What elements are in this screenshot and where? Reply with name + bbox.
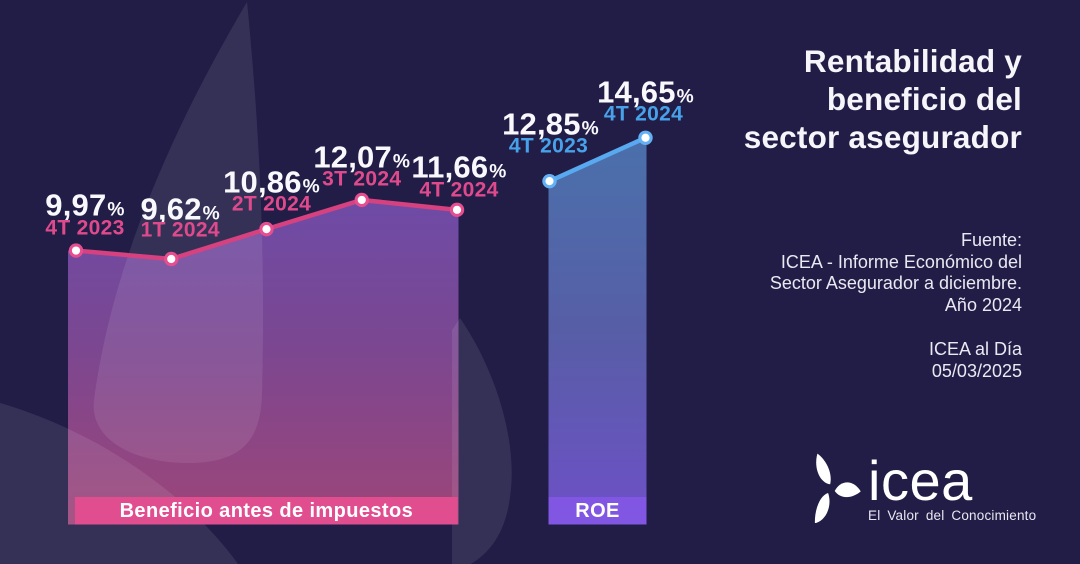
value-number: 10,86 bbox=[223, 164, 302, 200]
data-point-value-label: 9,62% bbox=[141, 194, 220, 225]
legend-bar-roe bbox=[548, 497, 647, 525]
value-number: 12,07 bbox=[313, 139, 392, 175]
data-point-dot-core bbox=[71, 246, 81, 255]
data-point-quarter-label: 1T 2024 bbox=[140, 218, 220, 242]
icea-logo: icea El Valor del Conocimiento bbox=[801, 447, 1036, 528]
icea-trefoil-icon bbox=[801, 447, 861, 528]
legend-label-roe: ROE bbox=[575, 499, 620, 522]
source-text: Fuente: ICEA - Informe Económico del Sec… bbox=[769, 230, 1022, 315]
data-point-quarter-label: 4T 2023 bbox=[45, 216, 125, 240]
data-point-quarter-label: 2T 2024 bbox=[231, 192, 312, 216]
data-point-dot-core bbox=[262, 225, 271, 234]
percent-sign: % bbox=[676, 86, 694, 108]
percent-sign: % bbox=[302, 176, 320, 198]
data-point-value-label: 11,66% bbox=[411, 151, 506, 182]
value-number: 14,65 bbox=[597, 74, 676, 110]
data-point-dot-core bbox=[545, 177, 554, 186]
data-point-value-label: 12,85% bbox=[502, 109, 599, 140]
icea-logo-text: icea El Valor del Conocimiento bbox=[868, 447, 1037, 524]
data-point-dot-core bbox=[357, 195, 366, 205]
watermark-petal-icon bbox=[452, 318, 512, 564]
legend-bar-beneficio bbox=[75, 497, 458, 525]
data-point-value-label: 9,97% bbox=[45, 189, 124, 220]
watermark-petal-icon bbox=[93, 2, 264, 464]
percent-sign: % bbox=[581, 118, 599, 140]
issue-date-text: ICEA al Día 05/03/2025 bbox=[928, 339, 1022, 381]
percent-sign: % bbox=[107, 199, 125, 221]
value-number: 11,66 bbox=[411, 149, 489, 185]
percent-sign: % bbox=[392, 151, 411, 173]
data-point-quarter-label: 4T 2024 bbox=[603, 102, 684, 126]
data-point-dot-core bbox=[452, 205, 462, 214]
data-point-quarter-label: 4T 2023 bbox=[508, 134, 589, 158]
data-point-quarter-label: 4T 2024 bbox=[419, 178, 499, 202]
trend-line-roe bbox=[547, 135, 648, 184]
data-point-dot-core bbox=[167, 254, 176, 264]
percent-sign: % bbox=[202, 203, 220, 225]
chart-area-roe bbox=[548, 137, 647, 525]
data-point-value-label: 14,65% bbox=[597, 76, 694, 107]
data-point-dot-core bbox=[641, 133, 650, 142]
legend-label-beneficio: Beneficio antes de impuestos bbox=[119, 499, 414, 522]
value-number: 12,85 bbox=[502, 106, 581, 142]
data-point-value-label: 10,86% bbox=[223, 167, 320, 198]
value-number: 9,97 bbox=[45, 187, 107, 223]
value-number: 9,62 bbox=[140, 191, 202, 227]
data-point-quarter-label: 3T 2024 bbox=[322, 167, 402, 191]
percent-sign: % bbox=[489, 161, 507, 183]
chart-area-beneficio bbox=[68, 199, 459, 525]
page-title: Rentabilidad y beneficio del sector aseg… bbox=[743, 43, 1022, 155]
data-point-value-label: 12,07% bbox=[313, 141, 410, 172]
icea-tagline: El Valor del Conocimiento bbox=[868, 508, 1037, 523]
icea-wordmark: icea bbox=[868, 449, 973, 512]
